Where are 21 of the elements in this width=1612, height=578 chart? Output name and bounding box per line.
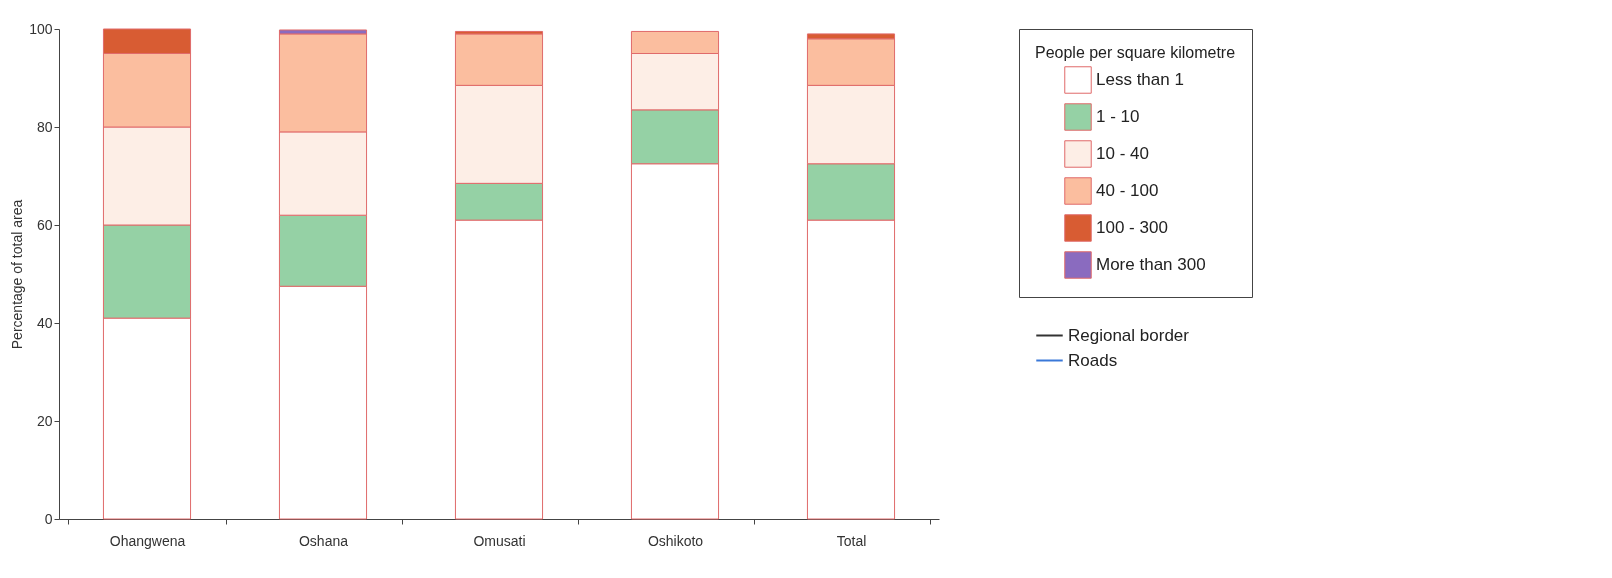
y-tick-label: 80 (36, 118, 53, 135)
legend-label: 10 - 40 (1096, 144, 1149, 163)
y-tick-label: 0 (44, 510, 53, 527)
legend-label: 1 - 10 (1096, 107, 1140, 126)
legend-label: 40 - 100 (1096, 181, 1159, 200)
legend-label: Less than 1 (1096, 70, 1184, 89)
x-tick-label: Omusati (473, 532, 526, 549)
y-tick-label: 40 (36, 314, 53, 331)
x-tick-label: Ohangwena (109, 532, 186, 549)
x-tick-label: Oshikoto (647, 532, 704, 549)
legend-label: Roads (1068, 350, 1118, 370)
y-tick-label: 60 (36, 216, 53, 233)
legend-label: 100 - 300 (1096, 218, 1168, 237)
y-axis-title: Percentage of total area (9, 199, 26, 350)
x-tick-label: Total (836, 532, 867, 549)
y-tick-label: 100 (29, 20, 53, 37)
y-tick-label: 20 (36, 412, 53, 429)
legend-title: People per square kilometre (1034, 44, 1236, 61)
legend-label: More than 300 (1096, 255, 1206, 274)
x-tick-label: Oshana (298, 532, 349, 549)
legend-label: Regional border (1068, 325, 1190, 345)
